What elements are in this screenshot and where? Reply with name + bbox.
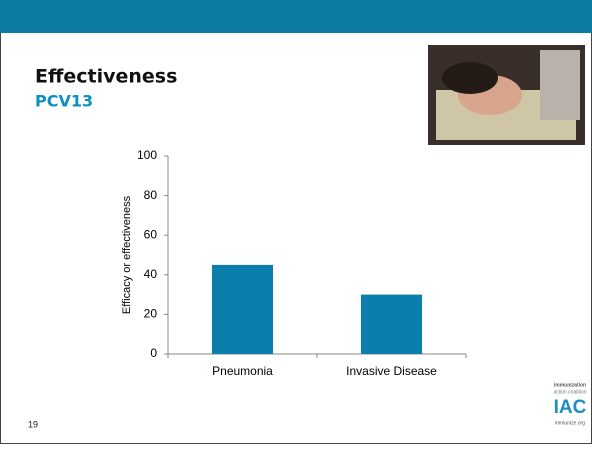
y-tick-label: 0 (150, 346, 157, 360)
logo: immunization action coalition IAC immuni… (553, 382, 586, 426)
photo (428, 45, 585, 145)
slide-subtitle: PCV13 (35, 92, 93, 111)
y-axis-label: Efficacy or effectiveness (121, 195, 133, 314)
y-tick-label: 100 (137, 148, 157, 162)
y-tick-label: 40 (144, 267, 158, 281)
x-tick-label: Invasive Disease (346, 364, 437, 378)
header-bar (0, 0, 592, 33)
bar (360, 294, 423, 354)
logo-line: immunization (554, 382, 586, 388)
x-tick-label: Pneumonia (212, 364, 273, 378)
logo-line: action coalition (553, 389, 586, 395)
y-tick-label: 20 (144, 307, 158, 321)
page-number: 19 (28, 419, 38, 429)
slide-title: Effectiveness (35, 66, 177, 88)
logo-url: immunize.org (555, 420, 585, 426)
y-tick-label: 60 (144, 227, 158, 241)
y-tick-label: 80 (144, 188, 158, 202)
logo-mark: IAC (554, 397, 587, 418)
bar (211, 264, 274, 354)
